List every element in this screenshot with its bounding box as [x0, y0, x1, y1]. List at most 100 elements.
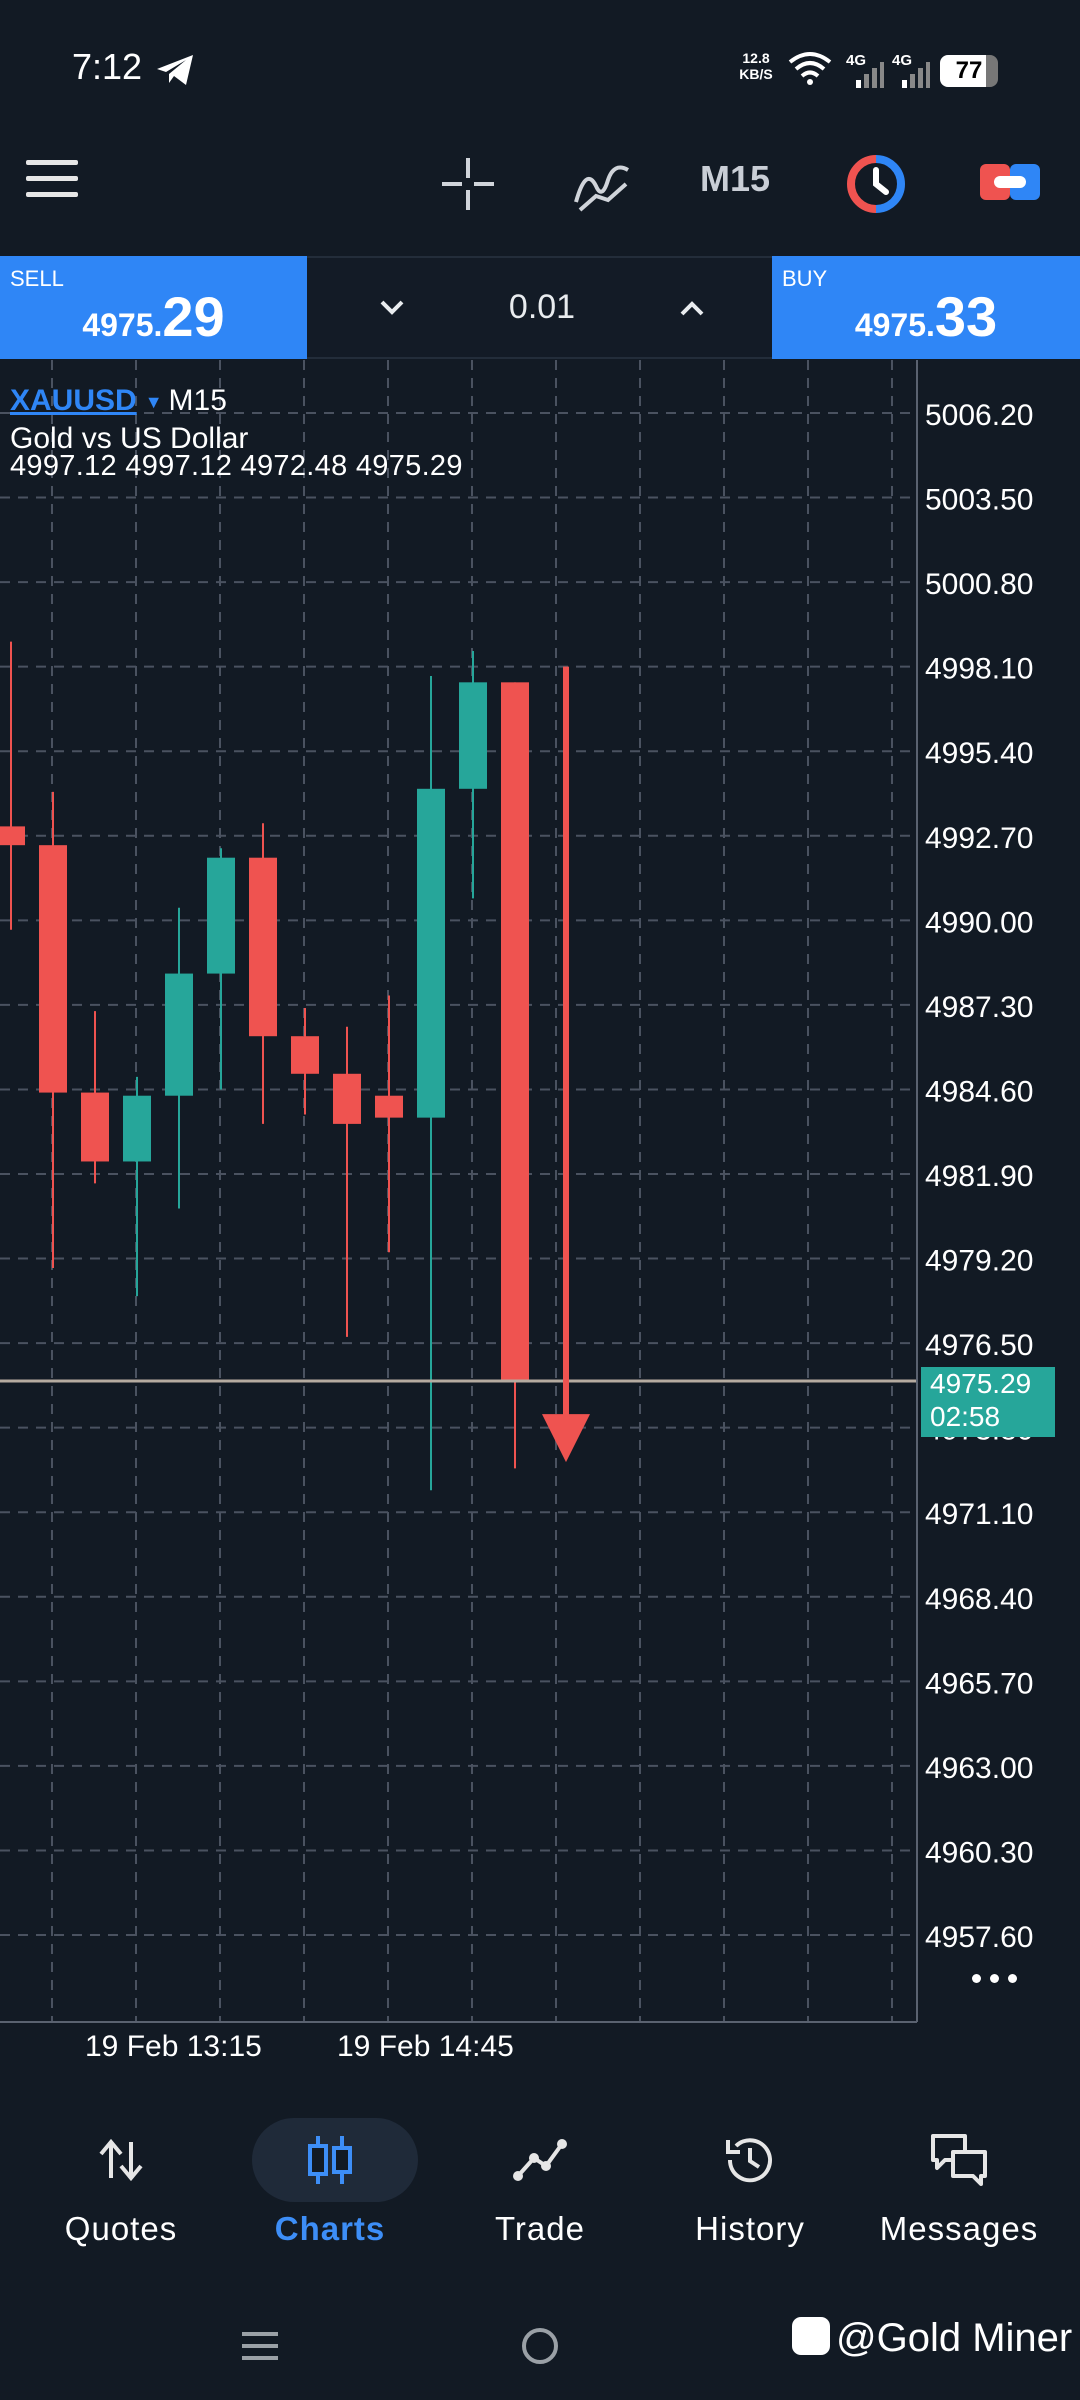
sell-price-small: 4975. — [82, 307, 163, 343]
volume-value[interactable]: 0.01 — [508, 288, 576, 326]
nav-history[interactable]: History — [645, 2090, 855, 2290]
buy-label: BUY — [782, 266, 828, 291]
candle-body — [459, 682, 487, 789]
volume-decrease-chevron-down-icon[interactable] — [367, 288, 417, 328]
sell-price-big: 29 — [162, 285, 225, 348]
status-bar: 7:12 12.8 KB/S 4G 4G 77 — [0, 0, 1080, 140]
symbol-name[interactable]: XAUUSD — [10, 384, 137, 417]
quotes-arrows-icon — [99, 2138, 143, 2182]
candle-bearish — [501, 682, 529, 1469]
timeframe-button[interactable]: M15 — [700, 158, 771, 199]
watermark-text: @Gold Miner — [836, 2316, 1073, 2360]
candle-body — [207, 857, 235, 974]
candle-bullish — [459, 651, 487, 899]
watermark: @Gold Miner — [792, 2316, 1072, 2361]
symbol-description: Gold vs US Dollar — [10, 422, 249, 455]
nav-charts-label: Charts — [274, 2210, 386, 2247]
candle-bearish — [375, 995, 403, 1253]
status-time: 7:12 — [72, 46, 143, 87]
battery-icon: 77 — [940, 55, 1002, 87]
y-tick-label: 4984.60 — [925, 1075, 1033, 1108]
symbol-timeframe: M15 — [168, 384, 227, 417]
nav-messages[interactable]: Messages — [854, 2090, 1064, 2290]
y-tick-label: 4990.00 — [925, 906, 1033, 939]
more-options-icon[interactable] — [972, 1970, 1032, 1990]
nav-messages-label: Messages — [879, 2210, 1039, 2247]
home-icon[interactable] — [522, 2328, 558, 2364]
price-chart[interactable]: 5006.20 5003.50 5000.80 4998.10 4995.40 4992.… — [0, 360, 1080, 2060]
nav-trade-label: Trade — [495, 2210, 585, 2247]
network-speed: 12.8 KB/S — [736, 50, 776, 82]
candle-bearish — [333, 1026, 361, 1337]
y-tick-label: 4987.30 — [925, 991, 1033, 1024]
sell-price: 4975.29 — [0, 284, 307, 349]
cellular-signal-2-icon: 4G — [892, 52, 930, 88]
buy-price-big: 33 — [934, 285, 998, 348]
nav-charts[interactable]: Charts — [225, 2090, 435, 2290]
candle-body — [333, 1073, 361, 1124]
watermark-logo-icon — [792, 2317, 830, 2355]
menu-icon[interactable] — [26, 160, 78, 202]
current-price: 4975.29 — [930, 1368, 1032, 1399]
y-tick-label: 4971.10 — [925, 1498, 1033, 1531]
candle-body — [501, 682, 529, 1381]
volume-increase-chevron-up-icon[interactable] — [667, 288, 717, 328]
candle-body — [39, 845, 67, 1093]
recents-icon[interactable] — [240, 2326, 280, 2366]
bottom-navigation: Quotes Charts Trade History Mes — [0, 2090, 1080, 2290]
y-tick-label: 5003.50 — [925, 484, 1033, 517]
y-tick-label: 4968.40 — [925, 1583, 1033, 1616]
symbol-caret-icon: ▼ — [144, 391, 163, 412]
y-tick-label: 4957.60 — [925, 1921, 1033, 1954]
candle-bullish — [207, 848, 235, 1090]
candle-body — [123, 1095, 151, 1162]
candle-body — [165, 973, 193, 1096]
signal-1-label: 4G — [846, 52, 867, 69]
x-tick-label: 19 Feb 13:15 — [85, 2030, 262, 2060]
y-tick-label: 4995.40 — [925, 737, 1033, 770]
sell-button[interactable]: SELL 4975.29 — [0, 256, 307, 359]
net-speed-unit: KB/S — [739, 66, 773, 82]
battery-level: 77 — [955, 57, 983, 84]
y-tick-label: 4979.20 — [925, 1245, 1033, 1278]
candle-body — [375, 1095, 403, 1118]
y-tick-label: 4960.30 — [925, 1836, 1033, 1869]
candle-bullish — [123, 1076, 151, 1297]
candle-body — [291, 1036, 319, 1074]
candle-bearish — [0, 641, 25, 930]
one-click-trading-icon[interactable] — [980, 160, 1040, 204]
symbol-selector[interactable]: XAUUSD ▼ M15 — [10, 384, 227, 418]
y-tick-label: 4965.70 — [925, 1667, 1033, 1700]
objects-icon[interactable] — [846, 154, 906, 214]
candle-countdown: 02:58 — [930, 1401, 1001, 1432]
candle-bearish — [39, 791, 67, 1268]
indicator-icon[interactable] — [572, 156, 632, 212]
y-tick-label: 4976.50 — [925, 1329, 1033, 1362]
cellular-signal-icon: 4G — [846, 52, 884, 88]
signal-2-label: 4G — [892, 52, 913, 69]
buy-price-small: 4975. — [854, 307, 935, 343]
candle-bearish — [81, 1011, 109, 1184]
candle-body — [0, 826, 25, 846]
net-speed-value: 12.8 — [742, 50, 770, 66]
nav-quotes[interactable]: Quotes — [16, 2090, 226, 2290]
wifi-icon — [788, 52, 832, 85]
history-clock-icon — [726, 2138, 772, 2183]
y-tick-label: 4981.90 — [925, 1160, 1033, 1193]
y-tick-label: 4992.70 — [925, 822, 1033, 855]
trade-line-icon — [513, 2139, 567, 2181]
nav-quotes-label: Quotes — [64, 2210, 178, 2247]
candle-body — [249, 857, 277, 1037]
candle-bullish — [417, 676, 445, 1491]
candlestick-icon — [308, 2136, 352, 2184]
y-tick-label: 4998.10 — [925, 653, 1033, 686]
buy-button[interactable]: BUY 4975.33 — [772, 256, 1080, 359]
sell-arrow-head-icon — [542, 1414, 590, 1463]
crosshair-icon[interactable] — [440, 156, 496, 212]
volume-control: 0.01 — [307, 256, 772, 359]
x-tick-label: 19 Feb 14:45 — [337, 2030, 514, 2060]
nav-trade[interactable]: Trade — [435, 2090, 645, 2290]
messages-bubbles-icon — [931, 2134, 987, 2186]
y-tick-label: 4963.00 — [925, 1752, 1033, 1785]
sell-label: SELL — [10, 266, 64, 291]
